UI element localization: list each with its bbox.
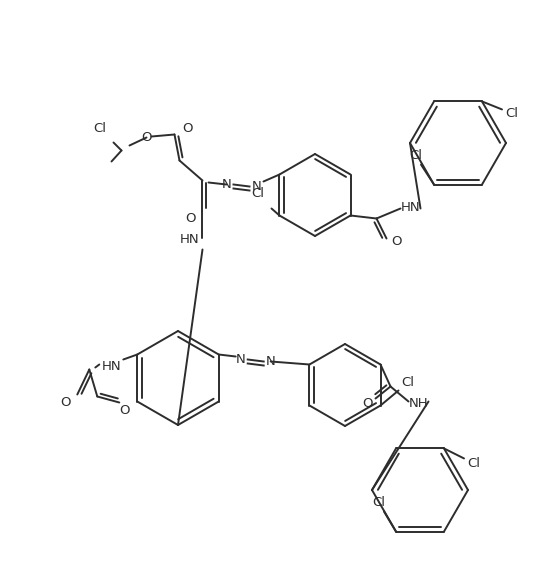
Text: O: O bbox=[119, 404, 130, 417]
Text: Cl: Cl bbox=[468, 457, 481, 470]
Text: O: O bbox=[185, 212, 195, 225]
Text: O: O bbox=[60, 396, 71, 409]
Text: N: N bbox=[222, 178, 231, 191]
Text: O: O bbox=[182, 122, 193, 135]
Text: Cl: Cl bbox=[506, 107, 519, 120]
Text: Cl: Cl bbox=[372, 496, 386, 509]
Text: O: O bbox=[141, 131, 151, 144]
Text: Cl: Cl bbox=[409, 149, 422, 162]
Text: Cl: Cl bbox=[93, 122, 106, 135]
Text: O: O bbox=[362, 397, 372, 410]
Text: Cl: Cl bbox=[401, 376, 414, 389]
Text: HN: HN bbox=[180, 233, 199, 246]
Text: HN: HN bbox=[401, 201, 420, 214]
Text: Cl: Cl bbox=[251, 187, 264, 200]
Text: O: O bbox=[392, 235, 402, 248]
Text: N: N bbox=[251, 180, 261, 193]
Text: NH: NH bbox=[409, 397, 428, 410]
Text: N: N bbox=[266, 355, 276, 368]
Text: N: N bbox=[236, 353, 245, 366]
Text: HN: HN bbox=[102, 360, 121, 373]
